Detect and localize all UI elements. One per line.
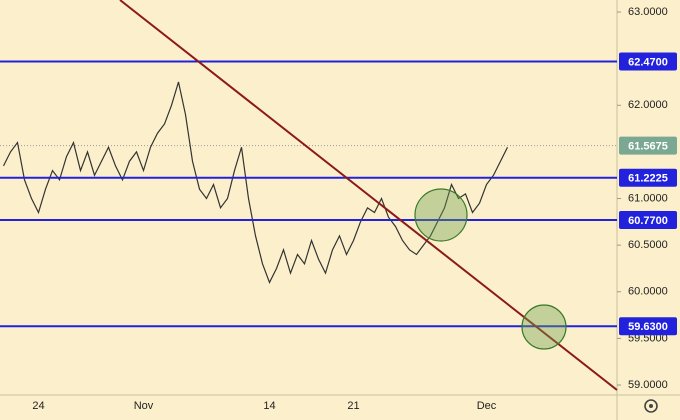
highlight-circle — [414, 188, 468, 242]
x-tick-label: Nov — [134, 400, 154, 412]
y-tick-label: 61.0000 — [628, 192, 668, 204]
y-tick-label: 62.0000 — [628, 99, 668, 111]
level-label-box — [619, 317, 677, 336]
x-tick-label: 24 — [32, 400, 44, 412]
gear-hub — [649, 404, 653, 408]
level-label: 62.4700 — [628, 56, 668, 68]
level-label-box — [619, 52, 677, 71]
trendline — [119, 0, 618, 391]
price-line — [2, 81, 509, 284]
x-tick-label: 21 — [347, 400, 359, 412]
y-tick-label: 60.0000 — [628, 286, 668, 298]
x-tick-label: Dec — [477, 400, 497, 412]
y-tick-label: 59.5000 — [628, 332, 668, 344]
settings-icon[interactable] — [644, 399, 658, 413]
level-label: 61.2225 — [628, 173, 668, 185]
level-label: 60.7700 — [628, 215, 668, 227]
last-price-label: 61.5675 — [628, 141, 668, 153]
level-label-box — [619, 168, 677, 187]
gear-ring — [644, 399, 658, 413]
x-tick-label: 14 — [263, 400, 275, 412]
level-label: 59.6300 — [628, 321, 668, 333]
y-tick-label: 60.5000 — [628, 239, 668, 251]
y-tick-label: 59.0000 — [628, 379, 668, 391]
y-tick-label: 63.0000 — [628, 6, 668, 18]
level-label-box — [619, 210, 677, 229]
last-price-box — [619, 136, 677, 155]
highlight-circle — [521, 304, 567, 350]
